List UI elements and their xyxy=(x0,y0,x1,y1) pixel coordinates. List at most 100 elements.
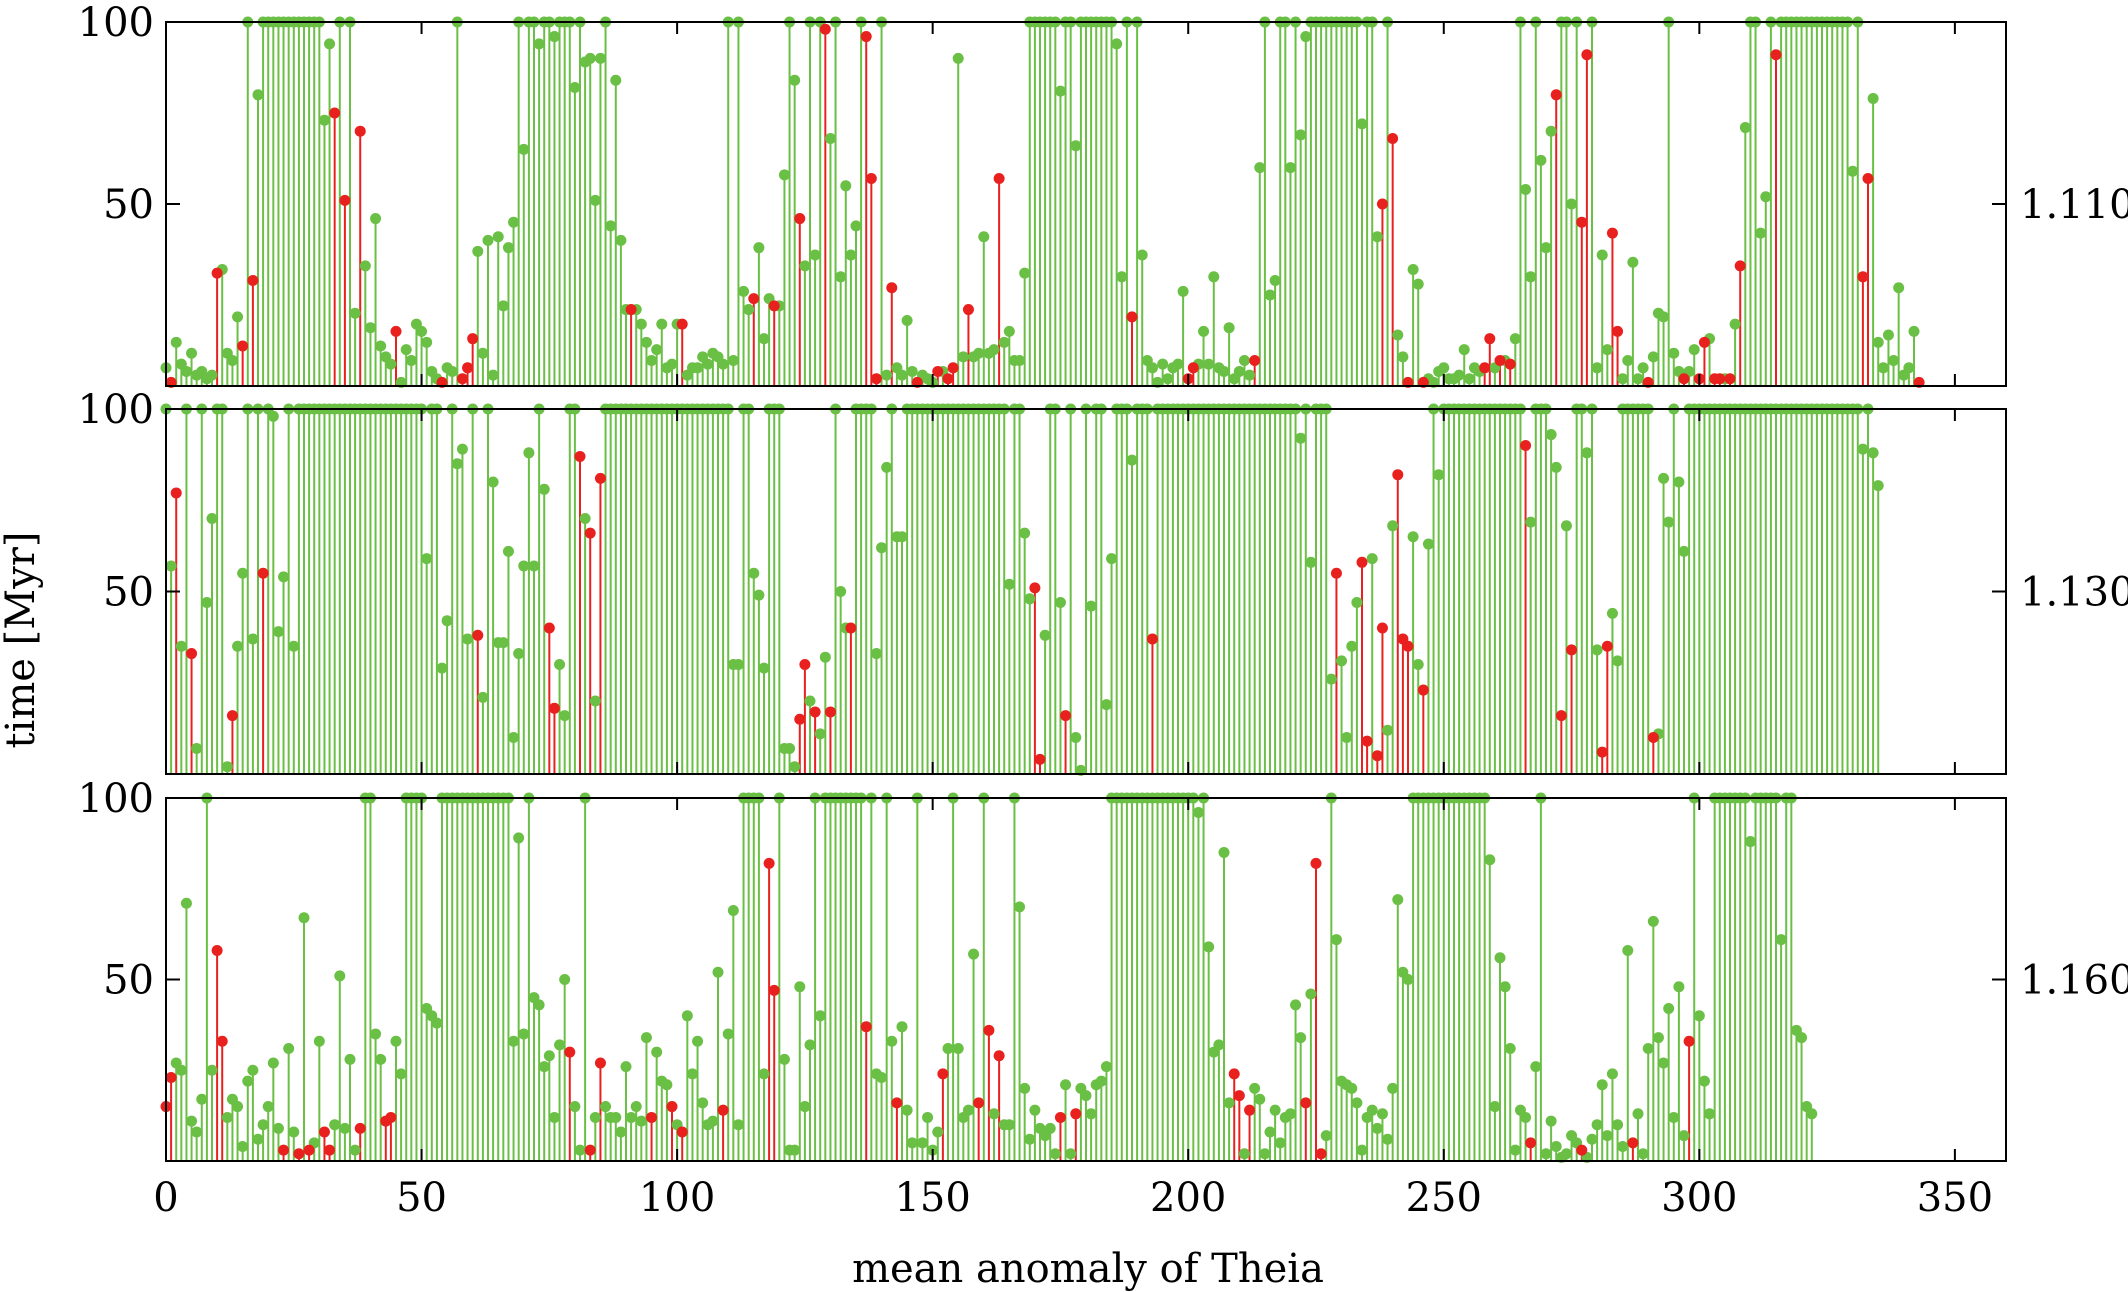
data-point-62 xyxy=(477,691,489,703)
data-point-117 xyxy=(758,1068,770,1080)
data-point-161 xyxy=(983,1024,995,1036)
data-point-186 xyxy=(1111,38,1123,50)
data-point-241 xyxy=(1392,469,1404,481)
data-point-167 xyxy=(1014,355,1026,367)
data-point-224 xyxy=(1305,988,1317,1000)
data-point-181 xyxy=(1085,1108,1097,1120)
data-point-117 xyxy=(758,333,770,345)
data-point-73 xyxy=(533,38,545,50)
data-point-34 xyxy=(334,970,346,982)
data-point-230 xyxy=(1336,655,1348,667)
data-point-281 xyxy=(1596,1079,1608,1091)
data-point-217 xyxy=(1269,274,1281,286)
data-point-91 xyxy=(625,1111,637,1123)
data-point-36 xyxy=(344,1053,356,1065)
data-point-75 xyxy=(543,622,555,634)
data-point-28 xyxy=(303,1144,315,1156)
data-point-296 xyxy=(1673,476,1685,488)
data-point-233 xyxy=(1351,596,1363,608)
data-point-9 xyxy=(206,1064,218,1076)
data-point-267 xyxy=(1525,271,1537,283)
data-point-295 xyxy=(1668,347,1680,359)
data-point-284 xyxy=(1612,655,1624,667)
data-point-171 xyxy=(1034,753,1046,765)
data-point-77 xyxy=(554,1039,566,1051)
data-point-69 xyxy=(513,648,525,660)
data-point-125 xyxy=(799,659,811,670)
data-point-57 xyxy=(451,458,463,470)
data-point-236 xyxy=(1366,1104,1378,1116)
data-point-223 xyxy=(1300,31,1312,43)
stems xyxy=(165,22,1921,386)
data-point-183 xyxy=(1095,1075,1107,1087)
data-point-245 xyxy=(1412,659,1424,670)
data-point-58 xyxy=(456,443,468,455)
data-point-6 xyxy=(191,742,203,754)
data-point-227 xyxy=(1320,1130,1332,1142)
data-point-241 xyxy=(1392,329,1404,341)
data-point-274 xyxy=(1560,520,1572,532)
data-point-68 xyxy=(508,1035,520,1047)
x-axis: 0 50 100 150 200 250 300 350 xyxy=(153,1175,1993,1221)
data-point-229 xyxy=(1330,934,1342,946)
data-point-170 xyxy=(1029,582,1041,594)
data-point-274 xyxy=(1560,1148,1572,1160)
data-point-13 xyxy=(226,355,238,367)
data-point-23 xyxy=(278,571,290,583)
data-point-12 xyxy=(221,761,233,773)
data-point-87 xyxy=(605,220,617,232)
data-point-125 xyxy=(799,260,811,272)
data-point-177 xyxy=(1065,1148,1077,1160)
data-point-19 xyxy=(257,1119,269,1131)
data-point-316 xyxy=(1775,934,1787,946)
data-point-93 xyxy=(635,318,647,330)
data-point-140 xyxy=(876,542,888,554)
data-point-234 xyxy=(1356,1144,1368,1156)
data-point-79 xyxy=(564,1046,576,1058)
data-point-72 xyxy=(528,560,540,572)
markers xyxy=(160,792,1818,1163)
data-point-330 xyxy=(1847,165,1859,177)
data-point-304 xyxy=(1714,373,1726,385)
data-point-30 xyxy=(313,1035,325,1047)
x-tick-label: 0 xyxy=(153,1175,178,1221)
data-point-105 xyxy=(697,1097,709,1109)
data-point-273 xyxy=(1555,710,1567,722)
data-point-126 xyxy=(804,1039,816,1051)
data-point-2 xyxy=(170,336,182,348)
data-point-3 xyxy=(175,1064,187,1076)
data-point-175 xyxy=(1054,1111,1066,1123)
data-point-9 xyxy=(206,513,218,524)
data-point-42 xyxy=(375,1053,387,1065)
data-point-229 xyxy=(1330,567,1342,579)
data-point-277 xyxy=(1576,216,1588,228)
data-point-23 xyxy=(278,1144,290,1156)
data-point-237 xyxy=(1371,750,1383,762)
data-point-165 xyxy=(1003,1119,1015,1131)
data-point-140 xyxy=(876,1072,888,1084)
data-point-5 xyxy=(186,1115,198,1127)
data-point-11 xyxy=(216,1035,228,1047)
data-point-67 xyxy=(502,242,514,254)
data-point-218 xyxy=(1274,1137,1286,1149)
data-point-242 xyxy=(1397,351,1409,363)
data-point-266 xyxy=(1520,1111,1532,1123)
data-point-51 xyxy=(421,553,433,565)
data-point-63 xyxy=(482,234,494,246)
data-point-307 xyxy=(1729,318,1741,330)
data-point-50 xyxy=(416,325,428,337)
data-point-205 xyxy=(1208,271,1220,283)
data-point-3 xyxy=(175,640,187,652)
data-point-272 xyxy=(1550,461,1562,473)
data-point-278 xyxy=(1581,49,1593,61)
data-point-44 xyxy=(385,358,397,370)
data-point-9 xyxy=(206,369,218,381)
data-point-85 xyxy=(594,1057,606,1069)
data-point-155 xyxy=(952,1042,964,1054)
data-point-291 xyxy=(1647,351,1659,363)
data-point-261 xyxy=(1494,952,1506,964)
data-point-281 xyxy=(1596,746,1608,758)
data-point-178 xyxy=(1070,140,1082,152)
data-point-19 xyxy=(257,567,269,579)
panel-2: 50 100 1.130 xyxy=(78,387,2128,776)
